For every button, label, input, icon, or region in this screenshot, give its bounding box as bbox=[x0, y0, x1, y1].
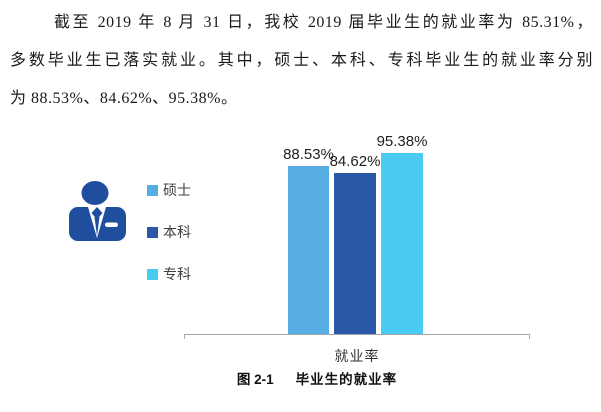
legend-label: 本科 bbox=[163, 224, 191, 240]
figure-caption: 图 2-1 毕业生的就业率 bbox=[17, 368, 601, 388]
paragraph-line-3: 为 88.53%、84.62%、95.38%。 bbox=[10, 90, 238, 107]
bar-shuoshi: 88.53% bbox=[283, 147, 334, 334]
legend-label: 硕士 bbox=[163, 182, 191, 198]
data-label-zhuanke: 95.38% bbox=[376, 133, 428, 150]
bar-zhuanke: 95.38% bbox=[377, 134, 427, 334]
x-axis-label: 就业率 bbox=[334, 350, 380, 365]
x-axis-line bbox=[184, 334, 530, 339]
bar-benke: 84.62% bbox=[330, 154, 380, 334]
legend-item-benke: 本科 bbox=[147, 224, 191, 240]
businessman-icon bbox=[69, 181, 126, 241]
data-label-shuoshi: 88.53% bbox=[283, 146, 334, 163]
legend-label: 专科 bbox=[163, 266, 191, 282]
bar-rect-zhuanke bbox=[381, 153, 423, 334]
bar-rect-shuoshi bbox=[288, 166, 329, 334]
paragraph-line-2: 多数毕业生已落实就业。其中，硕士、本科、专科毕业生的就业率分别 bbox=[10, 52, 593, 69]
axis-tick-left bbox=[184, 334, 185, 339]
legend-item-zhuanke: 专科 bbox=[147, 266, 191, 282]
figure-title: 毕业生的就业率 bbox=[295, 372, 398, 387]
legend-item-shuoshi: 硕士 bbox=[147, 182, 191, 198]
paragraph-line-1: 截至 2019 年 8 月 31 日，我校 2019 届毕业生的就业率为 85.… bbox=[54, 14, 593, 31]
legend-swatch-benke bbox=[147, 226, 158, 238]
bar-rect-benke bbox=[334, 173, 376, 334]
legend-swatch-shuoshi bbox=[147, 184, 158, 196]
legend-swatch-zhuanke bbox=[147, 268, 158, 280]
chart-legend: 硕士 本科 专科 bbox=[147, 182, 191, 282]
figure-number: 图 2-1 bbox=[236, 372, 274, 387]
axis-tick-right bbox=[529, 334, 530, 339]
data-label-benke: 84.62% bbox=[329, 153, 381, 170]
